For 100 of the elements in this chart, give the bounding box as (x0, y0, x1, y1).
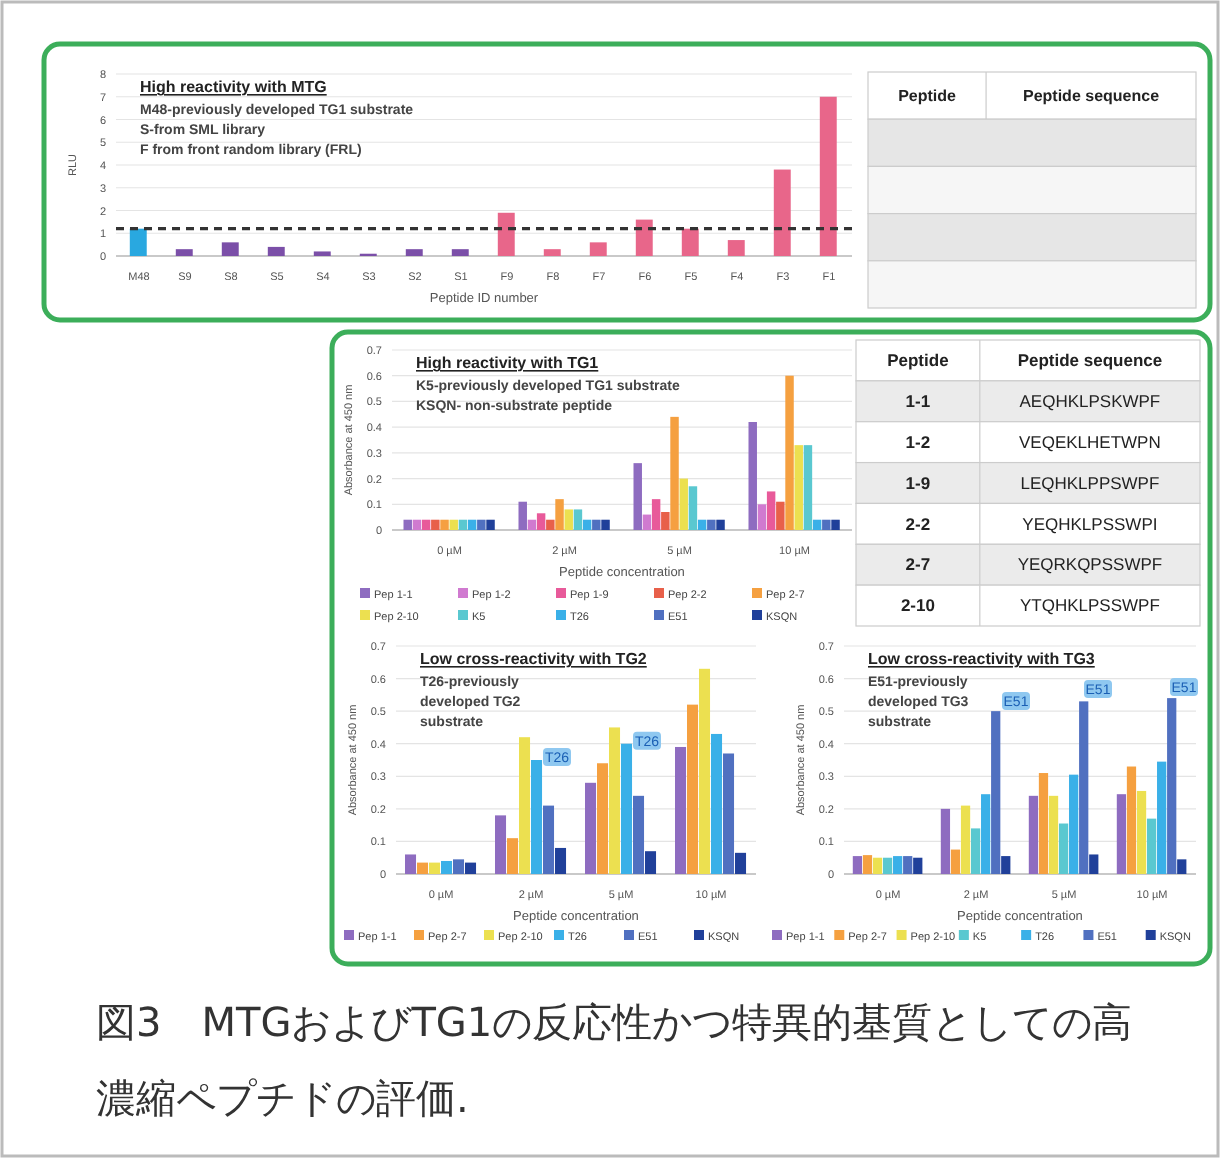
bar (519, 737, 531, 874)
bar (852, 856, 863, 874)
bar (431, 519, 440, 530)
bar (803, 445, 813, 530)
bar (675, 746, 687, 874)
text: LEQHKLPPSWPF (1020, 472, 1160, 493)
bar (495, 815, 507, 874)
bar (175, 249, 193, 256)
bar (1167, 698, 1177, 874)
bar (688, 486, 698, 530)
bar (536, 513, 546, 530)
bar (582, 519, 592, 530)
bar (981, 794, 991, 874)
text: Peptide sequence (1023, 86, 1161, 105)
bar (403, 519, 412, 530)
bar (555, 499, 564, 530)
bar (1001, 856, 1011, 874)
bar (1116, 794, 1127, 874)
bar (991, 711, 1001, 874)
chart-title: High reactivity with MTG (140, 78, 327, 96)
text: 2-10 (900, 595, 936, 616)
bar (794, 445, 803, 530)
bar (633, 463, 642, 530)
text: Peptide (898, 86, 958, 105)
bar (405, 854, 417, 874)
bar (716, 519, 725, 530)
bar (699, 668, 711, 874)
text: 2-7 (905, 554, 931, 575)
bar (531, 760, 543, 874)
bar (1048, 795, 1059, 874)
bar (497, 212, 515, 256)
bar (543, 805, 555, 874)
bar (1089, 854, 1099, 874)
bar (1038, 773, 1049, 874)
chart-title: High reactivity with TG1 (416, 354, 600, 372)
bar (776, 501, 785, 530)
bar (697, 519, 707, 530)
text: AEQHKLPSKWPF (1019, 390, 1161, 411)
bar (633, 795, 645, 874)
bar (546, 519, 555, 530)
bar (453, 859, 465, 874)
bar (518, 501, 527, 530)
bar (812, 519, 822, 530)
bar (555, 847, 567, 874)
bar (449, 519, 458, 530)
bar (429, 862, 441, 874)
bar (477, 519, 486, 530)
bar (960, 805, 971, 874)
bar (221, 242, 239, 256)
bar (1136, 790, 1147, 874)
caption: 図3 MTGおよびTG1の反応性かつ特異的基質としての高濃縮ペプチドの評価. (96, 998, 1133, 1122)
bar (687, 704, 699, 874)
bar (451, 249, 469, 256)
bar (592, 519, 601, 530)
bar (467, 519, 477, 530)
chart-title: Low cross-reactivity with TG2 (420, 650, 648, 668)
text: 1-2 (905, 431, 931, 452)
bar (1126, 766, 1137, 874)
text: Peptide sequence (1017, 350, 1163, 371)
bar (773, 169, 791, 256)
bar (1058, 823, 1069, 874)
bar (670, 416, 679, 530)
text: 1-9 (905, 472, 931, 493)
bar (651, 499, 661, 530)
bar (893, 856, 903, 874)
bar (601, 519, 610, 530)
bar (679, 478, 688, 530)
bar (543, 249, 561, 256)
bar (589, 242, 607, 256)
bar (635, 219, 653, 256)
bar (486, 519, 495, 530)
bar (573, 509, 583, 530)
text: YEQRKQPSSWPF (1017, 554, 1163, 575)
bar (421, 519, 431, 530)
bar (766, 491, 776, 530)
bar (913, 857, 923, 874)
bar (970, 828, 981, 874)
bar (417, 862, 429, 874)
bar (1157, 761, 1167, 874)
bar (681, 228, 699, 256)
text: Peptide (887, 350, 950, 371)
bar (711, 733, 723, 874)
bar (707, 519, 716, 530)
bar (1146, 818, 1157, 874)
bar (1079, 701, 1089, 874)
bar (405, 249, 423, 256)
bar (564, 509, 573, 530)
bar (527, 519, 537, 530)
text: VEQEKLHETWPN (1019, 431, 1161, 452)
bar (723, 753, 735, 874)
bar (757, 504, 767, 530)
bar (862, 855, 873, 874)
bar (440, 519, 449, 530)
bar (1177, 859, 1187, 874)
bar (645, 851, 657, 874)
bar (1069, 774, 1079, 874)
bar (642, 514, 652, 530)
bar (903, 856, 913, 874)
bar (940, 808, 951, 874)
bar (129, 228, 147, 256)
